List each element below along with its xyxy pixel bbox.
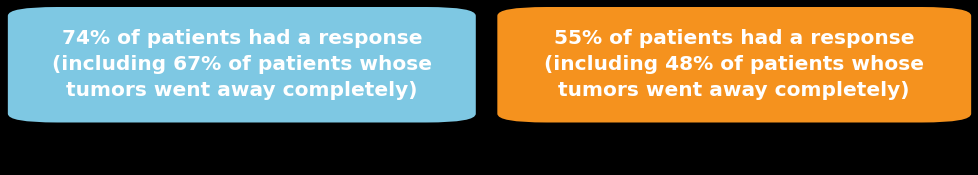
Text: 74% of patients had a response
(including 67% of patients whose
tumors went away: 74% of patients had a response (includin… (52, 30, 431, 100)
FancyBboxPatch shape (8, 7, 475, 122)
FancyBboxPatch shape (497, 7, 970, 122)
Text: 55% of patients had a response
(including 48% of patients whose
tumors went away: 55% of patients had a response (includin… (544, 30, 923, 100)
